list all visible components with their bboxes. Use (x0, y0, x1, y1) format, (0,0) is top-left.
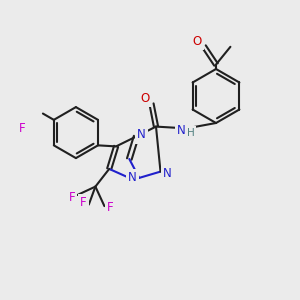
Text: O: O (193, 34, 202, 48)
Text: F: F (19, 122, 25, 135)
Text: F: F (80, 196, 87, 209)
Text: O: O (140, 92, 149, 105)
Text: H: H (187, 128, 194, 138)
Text: N: N (128, 171, 137, 184)
Text: N: N (137, 128, 146, 142)
Text: N: N (163, 167, 172, 180)
Text: N: N (177, 124, 186, 137)
Text: F: F (69, 191, 75, 204)
Text: F: F (107, 201, 114, 214)
